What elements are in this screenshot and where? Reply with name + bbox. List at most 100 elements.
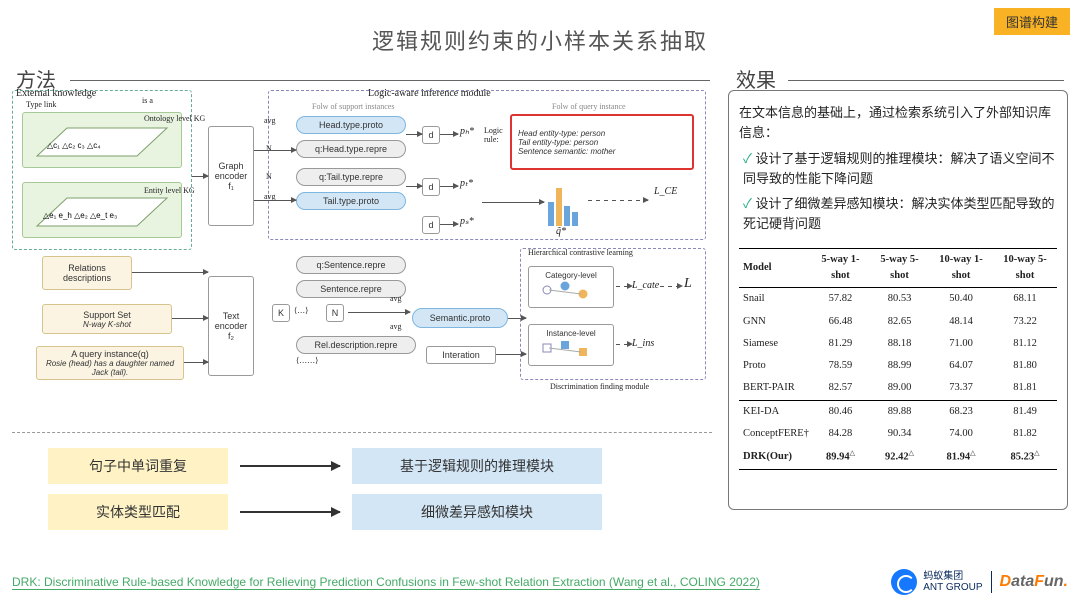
pt: pₜ* xyxy=(460,178,473,189)
datafun-logo: DataFun. xyxy=(1000,573,1068,591)
svg-text:△c₁ △c₂ c₃ △c₄: △c₁ △c₂ c₃ △c₄ xyxy=(47,141,100,150)
citation-link[interactable]: DRK: Discriminative Rule-based Knowledge… xyxy=(12,575,760,589)
table-col: 5-way 5-shot xyxy=(870,248,929,288)
a2 xyxy=(172,318,208,319)
effect-points: 设计了基于逻辑规则的推理模块：解决了语义空间不同导致的性能下降问题 设计了细微差… xyxy=(739,149,1057,234)
rel-desc-repre: Rel.description.repre xyxy=(296,336,416,354)
a1 xyxy=(192,176,208,177)
folw-query: Folw of query instance xyxy=(552,102,626,111)
folw-support: Folw of support instances xyxy=(312,102,394,111)
type-link: Type link xyxy=(26,100,56,109)
a2b xyxy=(184,362,208,363)
head-proto: Head.type.proto xyxy=(296,116,406,134)
ph: pₕ* xyxy=(460,126,474,137)
method-label: 方法 xyxy=(16,64,56,93)
effect-panel: 在文本信息的基础上，通过检索系统引入了外部知识库信息： 设计了基于逻辑规则的推理… xyxy=(728,90,1068,510)
table-row: DRK(Our)89.94△92.42△81.94△85.23△ xyxy=(739,445,1057,469)
ant-cn: 蚂蚁集团 xyxy=(923,571,982,582)
table-row: ConceptFERE†84.2890.3474.0081.82 xyxy=(739,423,1057,445)
dashed-separator xyxy=(12,432,712,433)
q-tail-repre: q:Tail.type.repre xyxy=(296,168,406,186)
table-row: BERT-PAIR82.5789.0073.3781.81 xyxy=(739,377,1057,400)
is-a: is a xyxy=(142,96,153,105)
ps: pₛ* xyxy=(460,216,474,227)
text-encoder: Text encoder f₂ xyxy=(208,276,254,376)
a6b xyxy=(440,134,458,135)
table-row: Snail57.8280.5350.4068.11 xyxy=(739,288,1057,311)
a12 xyxy=(616,286,632,287)
q-head-repre-text: q:Head.type.repre xyxy=(315,144,387,154)
ant-group-logo: 蚂蚁集团 ANT GROUP xyxy=(891,569,982,595)
method-diagram: External knowledge △c₁ △c₂ c₃ △c₄ Ontolo… xyxy=(12,90,712,430)
q-tilde: q̃* xyxy=(556,226,566,237)
relations-desc-text: Relations descriptions xyxy=(45,263,129,283)
score-bars xyxy=(548,186,578,226)
disc-module-label: Discrimination finding module xyxy=(550,382,649,391)
a7 xyxy=(406,186,422,187)
support-set: Support SetN-way K-shot xyxy=(42,304,172,334)
map-left-1: 实体类型匹配 xyxy=(48,494,228,530)
logic-rule-label: Logic rule: xyxy=(484,126,510,144)
a10 xyxy=(508,318,526,319)
a6 xyxy=(406,134,422,135)
d2: d xyxy=(422,178,440,196)
N-box: N xyxy=(326,304,344,322)
table-col: Model xyxy=(739,248,811,288)
effect-point: 设计了细微差异感知模块：解决实体类型匹配导致的死记硬背问题 xyxy=(739,194,1057,234)
q-tail-repre-text: q:Tail.type.repre xyxy=(319,172,383,182)
results-table: Model5-way 1-shot5-way 5-shot10-way 1-sh… xyxy=(739,248,1057,470)
a8 xyxy=(482,202,544,203)
a7c xyxy=(440,224,458,225)
table-row: Proto78.5988.9964.0781.80 xyxy=(739,355,1057,377)
table-row: Siamese81.2988.1871.0081.12 xyxy=(739,333,1057,355)
interation: Interation xyxy=(426,346,496,364)
slide-title: 逻辑规则约束的小样本关系抽取 xyxy=(0,24,1080,56)
Lins: L_ins xyxy=(632,338,654,349)
logic-rule-box: Head entity-type: person Tail entity-typ… xyxy=(510,114,694,170)
q-sentence: q:Sentence.repre xyxy=(296,256,406,274)
arrow-lce xyxy=(588,200,648,201)
rule-tail: Tail entity-type: person xyxy=(518,138,615,147)
table-col: 10-way 5-shot xyxy=(993,248,1057,288)
ant-en: ANT GROUP xyxy=(923,582,982,593)
logo-divider xyxy=(991,571,992,593)
tail-proto-text: Tail.type.proto xyxy=(323,196,379,206)
head-proto-text: Head.type.proto xyxy=(319,120,383,130)
ant-logo-icon xyxy=(891,569,917,595)
instance-level: Instance-level xyxy=(528,324,614,366)
svg-text:△e₁ e_h △e₂ △e_t e₃: △e₁ e_h △e₂ △e_t e₃ xyxy=(43,211,117,220)
support-set-sub: N-way K-shot xyxy=(83,320,131,329)
table-row: KEI-DA80.4689.8868.2381.49 xyxy=(739,400,1057,423)
hier-title: Hierarchical contrastive learning xyxy=(528,248,633,257)
logos: 蚂蚁集团 ANT GROUP DataFun. xyxy=(891,569,1068,595)
table-body: Snail57.8280.5350.4068.11GNN66.4882.6548… xyxy=(739,288,1057,470)
support-set-title: Support Set xyxy=(83,310,131,320)
mapping-rows: 句子中单词重复 基于逻辑规则的推理模块 实体类型匹配 细微差异感知模块 xyxy=(48,448,688,540)
semantic-proto: Semantic.proto xyxy=(412,308,508,328)
footer: DRK: Discriminative Rule-based Knowledge… xyxy=(0,562,1080,602)
logic-module-title: Logic-aware inference module xyxy=(368,88,491,99)
a9 xyxy=(348,312,410,313)
table-header-row: Model5-way 1-shot5-way 5-shot10-way 1-sh… xyxy=(739,248,1057,288)
a5 xyxy=(254,200,296,201)
graph-encoder: Graph encoder f₁ xyxy=(208,126,254,226)
L-total: L xyxy=(684,276,692,292)
mapping-row: 实体类型匹配 细微差异感知模块 xyxy=(48,494,688,530)
a3 xyxy=(132,272,208,273)
query-instance-sub: Rosie (head) has a daughter named Jack (… xyxy=(39,359,181,377)
table-col: 5-way 1-shot xyxy=(811,248,870,288)
entity-label: Entity level KG xyxy=(144,186,195,195)
table-row: GNN66.4882.6548.1473.22 xyxy=(739,311,1057,333)
a13 xyxy=(616,344,632,345)
graph-encoder-text: Graph encoder f₁ xyxy=(211,161,251,191)
Lce: L_CE xyxy=(654,186,677,197)
hr-right xyxy=(788,80,1064,81)
ontology-label: Ontology level KG xyxy=(144,114,205,123)
rule-head: Head entity-type: person xyxy=(518,129,615,138)
map-right-1: 细微差异感知模块 xyxy=(352,494,602,530)
effect-point: 设计了基于逻辑规则的推理模块：解决了语义空间不同导致的性能下降问题 xyxy=(739,149,1057,189)
q-head-repre: q:Head.type.repre xyxy=(296,140,406,158)
K-box: K xyxy=(272,304,290,322)
a7b xyxy=(440,186,458,187)
tail-proto: Tail.type.proto xyxy=(296,192,406,210)
